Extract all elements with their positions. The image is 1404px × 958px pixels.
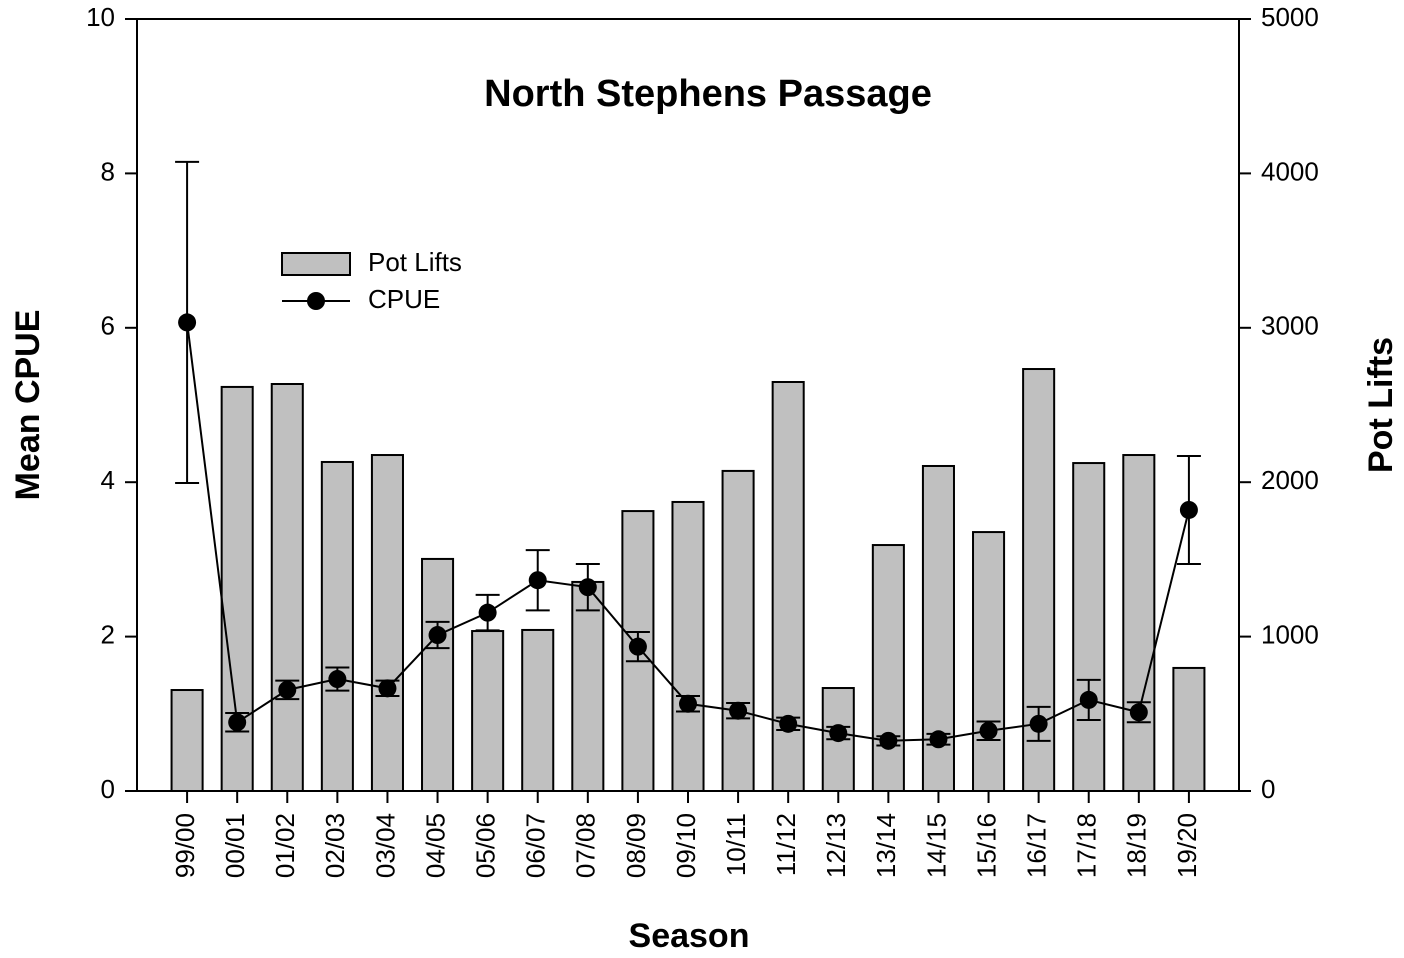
- marker: [178, 313, 197, 332]
- bar: [721, 469, 755, 792]
- marker: [829, 724, 848, 743]
- marker: [779, 714, 798, 733]
- legend-label: CPUE: [368, 284, 440, 314]
- legend-swatch: [281, 252, 351, 276]
- bar: [1122, 454, 1156, 792]
- legend-marker: [307, 292, 325, 310]
- x-tick-label: 17/18: [1072, 813, 1102, 878]
- bar: [421, 557, 455, 793]
- x-tick-label: 04/05: [420, 813, 450, 878]
- bar: [521, 628, 555, 793]
- bar: [1072, 462, 1106, 792]
- x-tick-label: 16/17: [1022, 813, 1052, 878]
- marker: [528, 571, 547, 590]
- x-tick-label: 02/03: [320, 813, 350, 878]
- y-tick-label: 4: [101, 465, 115, 495]
- marker: [228, 713, 247, 732]
- bar: [320, 460, 354, 792]
- x-tick-label: 05/06: [471, 813, 501, 878]
- marker: [1029, 714, 1048, 733]
- y-tick-label: 6: [101, 311, 115, 341]
- x-tick-label: 15/16: [971, 813, 1001, 878]
- marker: [328, 670, 347, 689]
- x-tick-label: 06/07: [521, 813, 551, 878]
- marker: [628, 637, 647, 656]
- x-tick-label: 18/19: [1122, 813, 1152, 878]
- marker: [428, 626, 447, 645]
- bar: [571, 580, 605, 792]
- y2-tick-label: 4000: [1261, 156, 1319, 186]
- x-tick-label: 12/13: [821, 813, 851, 878]
- marker: [478, 603, 497, 622]
- x-tick-label: 03/04: [370, 813, 400, 878]
- x-tick-label: 01/02: [270, 813, 300, 878]
- x-tick-label: 00/01: [220, 813, 250, 878]
- bar: [1172, 666, 1206, 792]
- y2-tick-label: 1000: [1261, 619, 1319, 649]
- chart-title: North Stephens Passage: [484, 73, 932, 115]
- marker: [378, 679, 397, 698]
- bar: [270, 383, 304, 792]
- y2-axis-label: Pot Lifts: [1362, 337, 1400, 473]
- marker: [1179, 500, 1198, 519]
- y2-tick-label: 3000: [1261, 311, 1319, 341]
- marker: [979, 721, 998, 740]
- bar: [471, 630, 505, 793]
- y-tick-label: 8: [101, 156, 115, 186]
- x-tick-label: 08/09: [621, 813, 651, 878]
- y-axis-label: Mean CPUE: [9, 310, 47, 501]
- bar: [972, 531, 1006, 793]
- x-tick-label: 14/15: [921, 813, 951, 878]
- y2-tick-label: 2000: [1261, 465, 1319, 495]
- marker: [879, 731, 898, 750]
- marker: [578, 578, 597, 597]
- x-axis-label: Season: [629, 917, 750, 955]
- marker: [1079, 690, 1098, 709]
- marker: [679, 694, 697, 713]
- bar: [671, 500, 705, 792]
- marker: [929, 730, 948, 749]
- y-tick-label: 2: [101, 619, 115, 649]
- y-tick-label: 10: [86, 2, 115, 32]
- legend-label: Pot Lifts: [368, 247, 462, 277]
- y2-tick-label: 5000: [1261, 2, 1319, 32]
- x-tick-label: 07/08: [571, 813, 601, 878]
- x-tick-label: 19/20: [1172, 813, 1202, 878]
- marker: [278, 680, 297, 699]
- y2-tick-label: 0: [1261, 774, 1275, 804]
- marker: [729, 701, 748, 720]
- x-tick-label: 11/12: [771, 813, 801, 876]
- x-tick-label: 99/00: [170, 813, 200, 878]
- bar: [170, 689, 204, 792]
- marker: [1129, 703, 1148, 722]
- x-tick-label: 09/10: [671, 813, 701, 878]
- y-tick-label: 0: [101, 774, 115, 804]
- bar: [871, 544, 905, 792]
- bar: [370, 454, 404, 792]
- x-tick-label: 13/14: [871, 813, 901, 878]
- x-tick-label: 10/11: [721, 813, 751, 876]
